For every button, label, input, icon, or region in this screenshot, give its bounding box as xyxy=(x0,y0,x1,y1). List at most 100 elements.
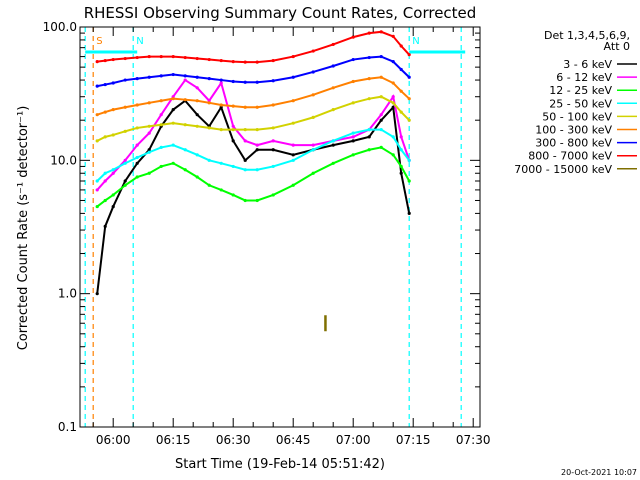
series-4-point-10 xyxy=(207,126,211,130)
series-7-point-8 xyxy=(183,55,187,60)
series-0-point-15 xyxy=(271,148,275,152)
series-5-point-23 xyxy=(399,89,403,93)
series-3-point-6 xyxy=(159,145,163,150)
series-4-point-1 xyxy=(103,135,107,139)
series-3-point-0 xyxy=(95,179,99,183)
series-6-point-12 xyxy=(231,79,235,84)
series-1-point-14 xyxy=(255,143,259,147)
series-5-point-2 xyxy=(111,108,115,112)
series-3-point-23 xyxy=(399,148,403,152)
series-7-point-16 xyxy=(291,54,295,59)
series-7-point-0 xyxy=(95,60,99,64)
series-2-point-23 xyxy=(399,164,403,169)
series-0-point-12 xyxy=(231,139,235,143)
series-1-point-9 xyxy=(195,86,199,90)
series-0-point-16 xyxy=(291,153,295,157)
series-0-point-5 xyxy=(147,148,151,152)
x-tick-label-1: 06:15 xyxy=(156,433,191,447)
series-1-point-12 xyxy=(231,124,235,128)
series-7-point-23 xyxy=(399,44,403,48)
series-3-point-10 xyxy=(207,158,211,162)
series-6-point-24 xyxy=(407,75,411,79)
legend-header-line-1: Det 1,3,4,5,6,9, xyxy=(544,29,630,42)
series-7-point-20 xyxy=(367,31,371,35)
series-4-point-18 xyxy=(331,108,335,112)
series-1-point-21 xyxy=(379,113,383,117)
series-6-point-3 xyxy=(123,78,127,82)
series-4-point-14 xyxy=(255,128,259,132)
series-2-point-9 xyxy=(195,175,199,179)
series-0-point-11 xyxy=(219,105,223,109)
series-7-point-6 xyxy=(159,54,163,59)
series-3-point-21 xyxy=(379,128,383,132)
event-label-2: N xyxy=(136,36,143,47)
series-6-point-14 xyxy=(255,80,259,84)
series-5-point-1 xyxy=(103,110,107,114)
series-2-point-15 xyxy=(271,193,275,197)
series-7-point-4 xyxy=(135,55,139,60)
series-3-point-7 xyxy=(171,143,175,147)
series-3-point-17 xyxy=(311,148,315,152)
legend-label-2: 12 - 25 keV xyxy=(549,84,612,97)
series-3-point-2 xyxy=(111,168,115,172)
series-3-point-14 xyxy=(255,168,259,172)
series-4-point-11 xyxy=(219,128,223,132)
series-5-point-19 xyxy=(351,79,355,84)
y-tick-label-2: 10.0 xyxy=(50,153,77,167)
series-6-point-7 xyxy=(171,72,175,77)
series-6-point-8 xyxy=(183,74,187,78)
series-7-point-18 xyxy=(331,42,335,47)
series-7-point-7 xyxy=(171,54,175,59)
chart-title: RHESSI Observing Summary Count Rates, Co… xyxy=(84,4,477,22)
series-2-point-2 xyxy=(111,193,115,197)
series-0-point-20 xyxy=(367,135,371,139)
series-1-point-2 xyxy=(111,171,115,175)
series-6-point-16 xyxy=(291,75,295,79)
series-2-point-8 xyxy=(183,168,187,172)
series-4-point-0 xyxy=(95,139,99,143)
series-2-point-24 xyxy=(407,179,411,183)
series-0-point-3 xyxy=(123,179,127,183)
series-7-point-10 xyxy=(207,57,211,62)
series-5-point-18 xyxy=(331,86,335,90)
y-tick-label-3: 100.0 xyxy=(43,20,77,34)
series-5-point-24 xyxy=(407,97,411,101)
series-4-point-16 xyxy=(291,121,295,125)
series-8-point-0 xyxy=(324,315,327,332)
y-tick-label-1: 1.0 xyxy=(58,287,77,301)
series-5-point-3 xyxy=(123,105,127,109)
series-2-point-19 xyxy=(351,153,355,157)
series-2-point-6 xyxy=(159,164,163,169)
series-5-point-13 xyxy=(243,105,247,109)
series-2-point-13 xyxy=(243,198,247,203)
series-7-point-14 xyxy=(255,60,259,64)
series-0-point-24 xyxy=(407,211,411,215)
series-5-point-10 xyxy=(207,101,211,105)
series-5-point-15 xyxy=(271,103,275,107)
series-0-point-22 xyxy=(391,105,395,109)
series-6-point-11 xyxy=(219,78,223,82)
series-6-point-1 xyxy=(103,82,107,87)
series-2-point-14 xyxy=(255,198,259,203)
series-4-point-7 xyxy=(171,121,175,125)
series-2-point-10 xyxy=(207,183,211,187)
series-5-point-0 xyxy=(95,113,99,117)
series-3-point-9 xyxy=(195,153,199,157)
series-2-point-12 xyxy=(231,193,235,197)
series-5-point-12 xyxy=(231,104,235,108)
series-0-point-7 xyxy=(171,108,175,112)
series-3-point-24 xyxy=(407,158,411,162)
series-6-point-23 xyxy=(399,67,403,72)
series-2-point-20 xyxy=(367,148,371,152)
series-4-point-5 xyxy=(147,124,151,128)
series-0-point-18 xyxy=(331,143,335,147)
series-3-point-12 xyxy=(231,164,235,169)
series-0-point-13 xyxy=(243,158,247,162)
series-2-point-11 xyxy=(219,188,223,192)
series-2-point-7 xyxy=(171,161,175,165)
series-0-point-1 xyxy=(103,224,107,228)
x-tick-label-6: 07:30 xyxy=(456,433,491,447)
